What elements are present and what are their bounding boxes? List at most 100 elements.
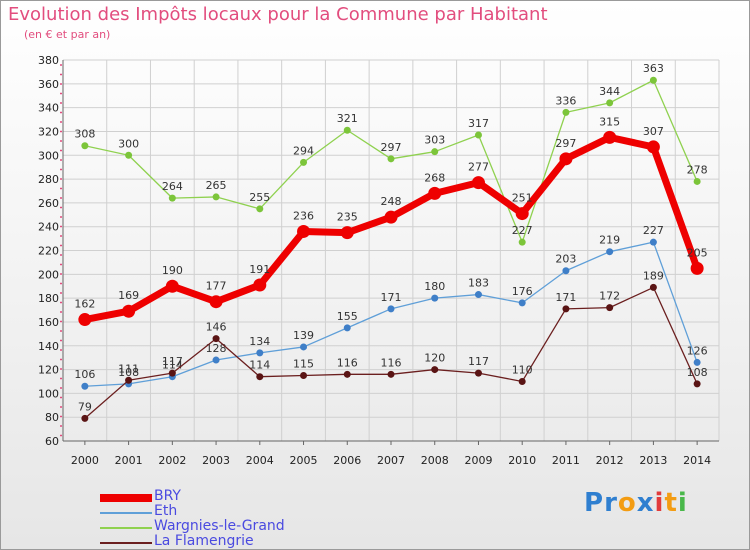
proxiti-logo: Proxiti [584, 488, 688, 518]
x-tick-label: 2012 [596, 454, 624, 467]
data-point [693, 177, 701, 185]
data-label: 191 [249, 263, 270, 276]
data-label: 176 [512, 285, 533, 298]
data-point [81, 382, 89, 390]
x-tick-label: 2013 [639, 454, 667, 467]
data-point [693, 380, 701, 388]
data-point [212, 193, 220, 201]
data-label: 172 [599, 290, 620, 303]
data-point [428, 186, 442, 200]
data-point [606, 248, 614, 256]
y-tick-label: 160 [38, 316, 59, 329]
y-tick-label: 360 [38, 78, 59, 91]
x-tick-label: 2008 [421, 454, 449, 467]
data-label: 297 [555, 137, 576, 150]
logo-letter: i [654, 488, 665, 518]
logo-letter: x [636, 488, 655, 518]
data-point [168, 194, 176, 202]
x-tick-label: 2011 [552, 454, 580, 467]
data-point [471, 176, 485, 190]
x-tick-label: 2005 [290, 454, 318, 467]
legend-label-bry: BRY [154, 488, 181, 504]
data-point [559, 152, 573, 166]
data-point [81, 142, 89, 150]
data-label: 336 [555, 94, 576, 107]
data-label: 190 [162, 264, 183, 277]
data-label: 255 [249, 191, 270, 204]
data-label: 108 [687, 366, 708, 379]
data-point [209, 295, 223, 309]
data-point [300, 158, 308, 166]
data-point [125, 376, 133, 384]
data-point [474, 369, 482, 377]
data-label: 128 [206, 342, 227, 355]
data-point [431, 294, 439, 302]
data-point [431, 366, 439, 374]
data-label: 134 [249, 335, 270, 348]
data-label: 203 [555, 253, 576, 266]
y-tick-label: 80 [45, 411, 59, 424]
data-point [606, 304, 614, 312]
data-label: 363 [643, 62, 664, 75]
data-label: 106 [74, 368, 95, 381]
y-tick-label: 280 [38, 173, 59, 186]
chart-subtitle: (en € et par an) [24, 28, 111, 41]
data-label: 162 [74, 298, 95, 311]
legend-label-flamengrie: La Flamengrie [154, 533, 254, 549]
data-point [297, 224, 311, 238]
legend-swatch-eth [100, 512, 152, 514]
data-point [78, 313, 92, 327]
data-label: 114 [249, 359, 270, 372]
y-tick-label: 300 [38, 149, 59, 162]
logo-letter: t [664, 488, 678, 518]
data-point [343, 370, 351, 378]
y-tick-label: 240 [38, 221, 59, 234]
data-label: 171 [381, 291, 402, 304]
y-tick-label: 220 [38, 245, 59, 258]
x-tick-label: 2014 [683, 454, 711, 467]
data-point [518, 377, 526, 385]
data-point [343, 324, 351, 332]
x-tick-label: 2003 [202, 454, 230, 467]
data-point [515, 207, 529, 221]
data-label: 79 [78, 400, 92, 413]
data-point [300, 343, 308, 351]
y-tick-label: 180 [38, 292, 59, 305]
y-tick-label: 100 [38, 387, 59, 400]
data-label: 180 [424, 280, 445, 293]
data-label: 111 [118, 362, 139, 375]
legend-label-eth: Eth [154, 503, 178, 519]
data-label: 183 [468, 277, 489, 290]
data-label: 248 [381, 195, 402, 208]
data-label: 236 [293, 209, 314, 222]
y-tick-label: 140 [38, 340, 59, 353]
data-label: 108 [118, 366, 139, 379]
x-tick-label: 2009 [464, 454, 492, 467]
data-point [168, 369, 176, 377]
data-label: 321 [337, 112, 358, 125]
data-point [474, 131, 482, 139]
data-label: 120 [424, 352, 445, 365]
x-tick-label: 2007 [377, 454, 405, 467]
data-label: 115 [293, 358, 314, 371]
y-tick-label: 60 [45, 435, 59, 448]
data-point [646, 140, 660, 154]
legend-swatch-bry [100, 494, 152, 502]
data-point [562, 305, 570, 313]
data-point [606, 99, 614, 107]
chart-title: Evolution des Impôts locaux pour la Comm… [8, 4, 548, 25]
x-tick-label: 2000 [71, 454, 99, 467]
x-tick-label: 2004 [246, 454, 274, 467]
logo-letter: o [617, 488, 637, 518]
data-point [562, 108, 570, 116]
data-label: 315 [599, 115, 620, 128]
data-label: 294 [293, 144, 314, 157]
data-label: 317 [468, 117, 489, 130]
x-tick-label: 2006 [333, 454, 361, 467]
data-point [125, 151, 133, 159]
x-tick-label: 2001 [115, 454, 143, 467]
legend-swatch-wargnies [100, 527, 152, 529]
data-point [474, 291, 482, 299]
